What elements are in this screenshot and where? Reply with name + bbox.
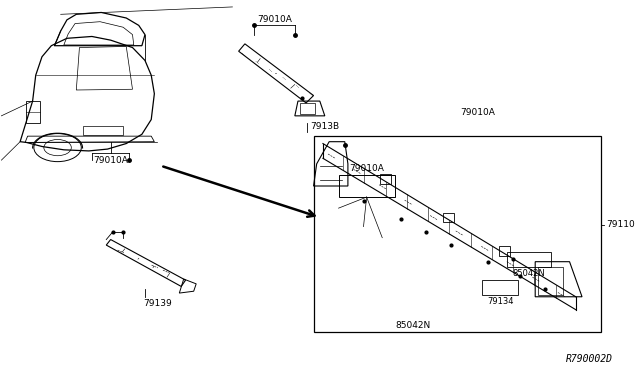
Bar [314,136,601,332]
Bar [507,252,551,267]
Bar [339,175,395,197]
Bar [380,174,391,184]
Bar [443,213,454,222]
Bar [26,101,40,123]
Text: 79010A: 79010A [349,164,384,173]
Bar [538,267,563,295]
Text: 79139: 79139 [143,299,172,308]
Text: 79010A: 79010A [257,15,292,24]
Text: R790002D: R790002D [566,354,613,364]
Bar [482,280,518,295]
Text: 79010A: 79010A [93,156,128,165]
Text: 7913B: 7913B [310,122,340,131]
Text: 79110: 79110 [605,220,634,229]
Bar [499,247,510,256]
Bar [300,103,316,114]
Text: 85042N: 85042N [513,269,545,278]
Text: 85042N: 85042N [396,321,431,330]
Bar [83,126,123,135]
Text: 79134: 79134 [487,297,513,306]
Text: 79010A: 79010A [460,108,495,117]
